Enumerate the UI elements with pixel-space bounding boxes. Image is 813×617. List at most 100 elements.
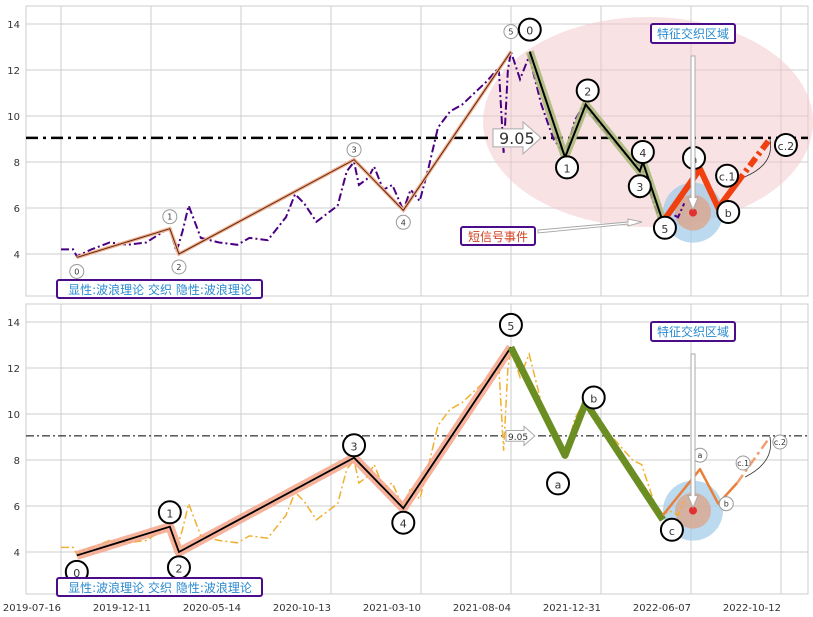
- correction-wave-1-label: 1: [564, 162, 571, 175]
- impulse-wave-1-label: 1: [167, 213, 172, 222]
- forecast-wave-c.1-label: c.1: [719, 171, 736, 184]
- impulse-wave-0-marker: [69, 263, 85, 279]
- forecast-wave-c.1-marker: [715, 163, 740, 188]
- correction-wave-line: [528, 51, 664, 223]
- correction-wave-line: [507, 345, 666, 522]
- forecast-wave-dashed: [736, 436, 771, 484]
- y-tick-label: 14: [7, 20, 20, 31]
- correction-wave-4-marker: [630, 140, 655, 164]
- bottom-panel: 468101214012345abcabc.1c.29.05特征交织区域显性:波…: [3, 303, 809, 614]
- impulse-wave-3-label: 3: [351, 440, 358, 453]
- y-tick-label: 6: [14, 204, 20, 215]
- y-tick-label: 12: [7, 364, 20, 375]
- target-zone-center: [689, 208, 697, 217]
- zone-annotation-text: 特征交织区域: [657, 26, 729, 41]
- correction-wave-a-label: a: [555, 478, 562, 491]
- correction-wave-4-label: 4: [639, 147, 646, 160]
- impulse-wave-2-label: 2: [176, 263, 181, 272]
- plot-area: [25, 303, 809, 595]
- legend-box: [56, 279, 263, 299]
- zone-annotation-box: [650, 23, 736, 44]
- correction-wave-b-label: b: [590, 393, 597, 406]
- c2-arrow: [744, 436, 772, 478]
- impulse-wave-line: [76, 51, 512, 258]
- reference-value-arrow: [505, 425, 536, 447]
- zone-arrow: [687, 55, 699, 211]
- legend-text: 显性:波浪理论 交织 隐性:波浪理论: [68, 580, 252, 595]
- forecast-wave-c.1-label: c.1: [737, 459, 749, 468]
- impulse-wave-4-label: 4: [401, 218, 406, 227]
- y-tick-label: 10: [7, 410, 20, 421]
- forecast-wave-c.2-marker: [772, 434, 788, 450]
- impulse-wave-0-label: 0: [74, 267, 79, 276]
- impulse-wave-5-marker: [498, 312, 523, 337]
- impulse-wave-4-marker: [395, 214, 411, 230]
- signal-annotation-box: [460, 226, 536, 246]
- reference-value-label: 9.05: [508, 433, 528, 443]
- feature-zone-ellipse: [483, 17, 813, 227]
- correction-wave-1-marker: [555, 155, 580, 180]
- correction-wave-5-label: 5: [661, 223, 668, 236]
- correction-wave-0-label: 0: [526, 25, 533, 38]
- correction-wave-a-marker: [546, 471, 571, 496]
- correction-wave-2-marker: [575, 78, 600, 103]
- forecast-wave-line: [661, 467, 739, 516]
- correction-wave-2-label: 2: [584, 86, 591, 99]
- legend-box: [56, 577, 263, 597]
- x-tick-label: 2020-05-14: [183, 603, 241, 614]
- signal-annotation-text: 短信号事件: [468, 230, 528, 244]
- correction-wave-b-marker: [581, 385, 606, 410]
- forecast-wave-b-label: b: [725, 207, 732, 220]
- impulse-wave-0-label: 0: [73, 567, 80, 580]
- reference-value-arrow: [492, 120, 542, 155]
- correction-wave-c-marker: [659, 517, 684, 542]
- x-tick-label: 2022-10-12: [723, 603, 781, 614]
- signal-arrow: [537, 218, 643, 234]
- impulse-wave-3-marker: [346, 142, 362, 158]
- y-tick-label: 10: [7, 112, 20, 123]
- correction-wave-0-marker: [517, 17, 542, 42]
- zone-arrow: [687, 353, 699, 509]
- forecast-wave-b-marker: [716, 200, 741, 224]
- y-tick-label: 14: [7, 318, 20, 329]
- impulse-wave-5-label: 5: [507, 320, 514, 333]
- y-tick-label: 4: [14, 548, 20, 559]
- target-zone-center: [689, 506, 697, 515]
- impulse-wave-4-marker: [391, 510, 416, 535]
- impulse-wave-1-label: 1: [166, 507, 173, 520]
- forecast-wave-b-marker: [718, 496, 734, 512]
- x-tick-label: 2022-06-07: [633, 603, 691, 614]
- y-tick-label: 4: [14, 250, 20, 261]
- y-tick-label: 8: [14, 456, 20, 467]
- x-tick-label: 2021-08-04: [453, 603, 511, 614]
- impulse-wave-2-marker: [171, 259, 187, 275]
- impulse-wave-1-marker: [157, 500, 182, 525]
- forecast-wave-a-label: a: [698, 451, 703, 460]
- x-tick-label: 2021-03-10: [363, 603, 421, 614]
- c2-arrow: [744, 138, 772, 178]
- impulse-wave-3-marker: [342, 433, 367, 458]
- x-tick-label: 2019-07-16: [3, 603, 61, 614]
- legend-text: 显性:波浪理论 交织 隐性:波浪理论: [68, 282, 252, 297]
- correction-wave-3-label: 3: [636, 181, 643, 194]
- x-tick-label: 2021-12-31: [543, 603, 601, 614]
- impulse-wave-5-marker: [503, 24, 519, 40]
- y-tick-label: 8: [14, 158, 20, 169]
- correction-wave-3-marker: [627, 174, 652, 199]
- impulse-wave-5-label: 5: [508, 28, 513, 37]
- forecast-wave-c.1-marker: [735, 455, 751, 471]
- impulse-wave-4-label: 4: [400, 518, 407, 531]
- impulse-wave-1-marker: [162, 209, 178, 225]
- x-tick-label: 2020-10-13: [273, 603, 331, 614]
- forecast-wave-c.2-label: c.2: [778, 140, 795, 153]
- forecast-wave-b-label: b: [724, 500, 729, 509]
- reference-value-label: 9.05: [499, 129, 535, 148]
- correction-wave-5-marker: [652, 215, 677, 240]
- forecast-wave-c.2-marker: [773, 133, 798, 157]
- y-tick-label: 6: [14, 502, 20, 513]
- zone-annotation-text: 特征交织区域: [657, 324, 729, 339]
- top-panel: 468101214012345012345abc.1c.29.05特征交织区域短…: [7, 5, 813, 299]
- y-tick-label: 12: [7, 66, 20, 77]
- forecast-wave-dashed: [734, 137, 773, 185]
